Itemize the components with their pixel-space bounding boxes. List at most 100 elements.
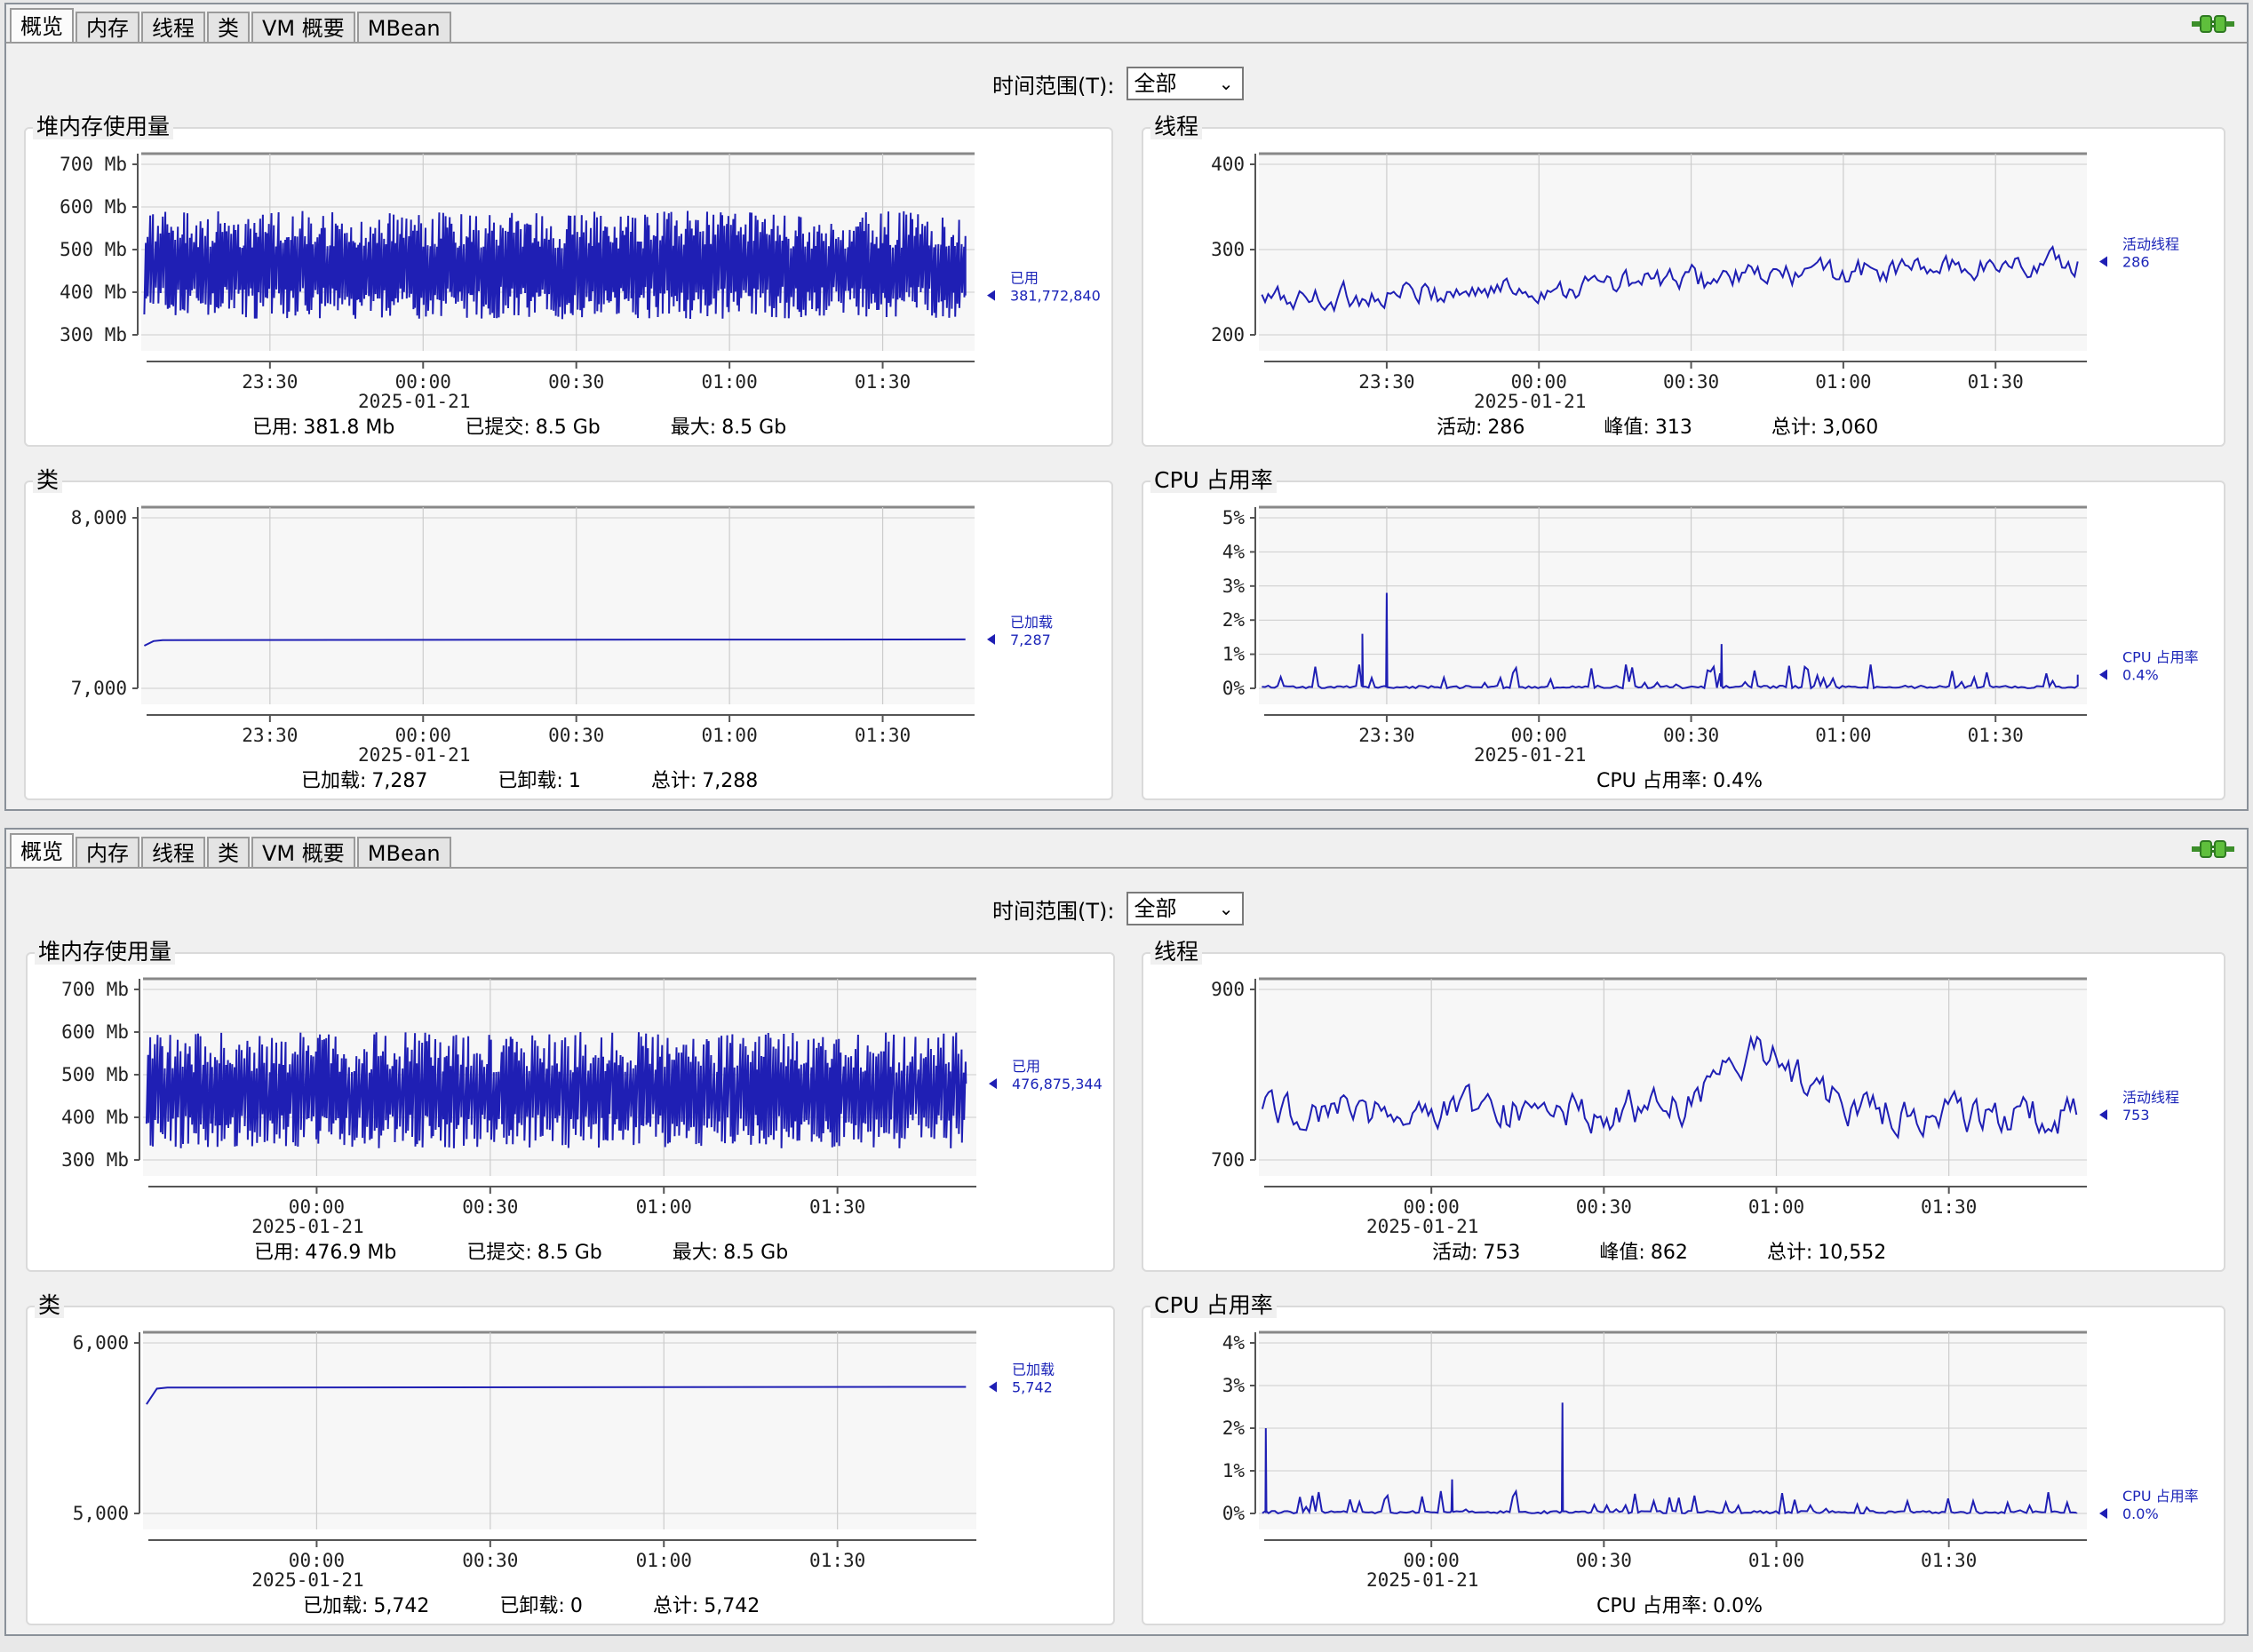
x-tick-label: 00:00 [395,725,451,746]
x-tick-date-label: 2025-01-21 [358,391,470,412]
threads-stats: 活动: 286 峰值: 313 总计: 3,060 [1437,417,1879,439]
heap-panel: 堆内存使用量 700 Mb 600 Mb 500 Mb 400 Mb 300 Mb 00:… [26,940,1115,1272]
tab-threads[interactable]: 线程 [141,837,205,867]
plug-connected-icon[interactable] [2192,838,2234,860]
x-tick-label: 00:00 [289,1550,345,1571]
legend-series-name: 已加载 [1010,614,1053,631]
legend-series-value: 0.4% [2122,667,2159,684]
series-line [145,1031,967,1148]
x-tick-label: 23:30 [1358,371,1414,393]
tab-memory[interactable]: 内存 [76,12,139,42]
y-tick-label: 200 [1211,324,1245,345]
y-tick-label: 1% [1222,644,1246,665]
legend-marker-icon [987,633,995,645]
panel-title: 线程 [1150,115,1203,139]
jconsole-window-1: 概览 内存 线程 类 VM 概要 MBean 时间范围(T): 全部 ⌄ 堆内存使… [4,3,2249,811]
x-tick-label: 01:00 [1815,725,1871,746]
x-tick-label: 00:30 [548,371,604,393]
y-tick-label: 600 Mb [60,196,127,218]
x-tick-label: 01:00 [702,725,758,746]
time-range-label: 时间范围(T): [992,898,1115,924]
y-tick-label: 0% [1222,1503,1246,1524]
classes-panel: 类 6,000 5,000 00:00 2025-01-21 00:30 01:00 01:… [26,1293,1115,1625]
time-range-select[interactable]: 全部 ⌄ [1126,892,1245,925]
x-tick-label: 01:00 [1815,371,1871,393]
x-tick-label: 00:00 [395,371,451,393]
plug-connected-icon[interactable] [2192,13,2234,35]
x-tick-label: 01:30 [1968,371,2024,393]
x-tick-date-label: 2025-01-21 [358,744,470,766]
panel-title: 堆内存使用量 [33,115,174,139]
heap-stats: 已用: 476.9 Mb 已提交: 8.5 Gb 最大: 8.5 Gb [254,1242,789,1264]
y-tick-label: 1% [1222,1460,1246,1481]
y-tick-label: 300 [1211,239,1245,260]
heap-panel: 堆内存使用量 700 Mb 600 Mb 500 Mb 400 Mb 300 Mb 23:… [24,115,1113,447]
legend-series-name: CPU 占用率 [2122,649,2199,666]
legend-series-name: CPU 占用率 [2122,1488,2199,1505]
y-tick-label: 700 Mb [61,979,129,1000]
y-tick-label: 3% [1222,576,1246,597]
y-tick-label: 300 Mb [61,1149,129,1171]
tab-memory[interactable]: 内存 [76,837,139,867]
x-tick-label: 23:30 [242,725,298,746]
panel-title: 类 [35,1293,65,1318]
x-tick-date-label: 2025-01-21 [1366,1569,1478,1591]
cpu-stats: CPU 占用率: 0.0% [1596,1595,1763,1617]
y-tick-label: 700 [1211,1149,1245,1171]
legend-series-value: 753 [2122,1107,2150,1124]
jconsole-window-2: 概览 内存 线程 类 VM 概要 MBean 时间范围(T): 全部 ⌄ 堆内存使… [4,828,2249,1636]
time-range-select[interactable]: 全部 ⌄ [1126,67,1245,100]
y-tick-label: 400 Mb [61,1107,129,1128]
y-tick-label: 0% [1222,678,1246,699]
tab-classes[interactable]: 类 [207,837,250,867]
legend-series-name: 已加载 [1012,1362,1055,1378]
legend-series-value: 0.0% [2122,1505,2159,1522]
x-tick-label: 01:00 [1748,1196,1804,1218]
tab-vm-summary[interactable]: VM 概要 [251,12,355,42]
classes-panel: 类 8,000 7,000 23:30 00:00 2025-01-21 00:30 01:… [24,468,1113,800]
x-tick-date-label: 2025-01-21 [1366,1216,1478,1237]
tab-classes[interactable]: 类 [207,12,250,42]
tab-overview[interactable]: 概览 [10,833,74,867]
panel-title: CPU 占用率 [1150,1293,1277,1318]
legend-series-value: 381,772,840 [1010,288,1101,305]
panel-title: CPU 占用率 [1150,468,1277,493]
y-tick-label: 400 Mb [60,282,127,303]
y-tick-label: 2% [1222,609,1246,631]
x-tick-label: 23:30 [242,371,298,393]
time-range-row: 时间范围(T): 全部 ⌄ [992,892,1245,925]
tab-threads[interactable]: 线程 [141,12,205,42]
y-tick-label: 5% [1222,507,1246,528]
series-line [1261,1034,2078,1140]
legend-marker-icon [989,1078,997,1090]
x-tick-date-label: 2025-01-21 [251,1216,363,1237]
heap-stats: 已用: 381.8 Mb 已提交: 8.5 Gb 最大: 8.5 Gb [252,417,787,439]
tab-overview[interactable]: 概览 [10,8,74,42]
chevron-down-icon: ⌄ [1218,73,1234,94]
tab-mbean[interactable]: MBean [356,12,451,42]
x-tick-label: 00:30 [462,1550,518,1571]
x-tick-label: 01:30 [1921,1196,1977,1218]
y-tick-label: 3% [1222,1375,1246,1396]
panel-title: 线程 [1150,940,1203,965]
legend-series-value: 7,287 [1010,631,1051,648]
plot-area [143,1332,976,1529]
legend-marker-icon [987,290,995,301]
y-tick-label: 500 Mb [60,239,127,260]
x-tick-label: 01:00 [702,371,758,393]
legend-series-name: 已用 [1012,1058,1040,1075]
x-tick-date-label: 2025-01-21 [1474,744,1586,766]
panel-title: 类 [33,468,63,493]
series-line [146,1386,967,1405]
heap-chart: 700 Mb 600 Mb 500 Mb 400 Mb 300 Mb 00:002025-… [61,977,1103,1237]
x-tick-label: 00:30 [1576,1196,1632,1218]
classes-stats: 已加载: 5,742 已卸载: 0 总计: 5,742 [303,1595,760,1617]
tab-mbean[interactable]: MBean [356,837,451,867]
tab-bar: 概览 内存 线程 类 VM 概要 MBean [10,833,453,867]
tab-vm-summary[interactable]: VM 概要 [251,837,355,867]
x-tick-label: 01:00 [636,1196,692,1218]
